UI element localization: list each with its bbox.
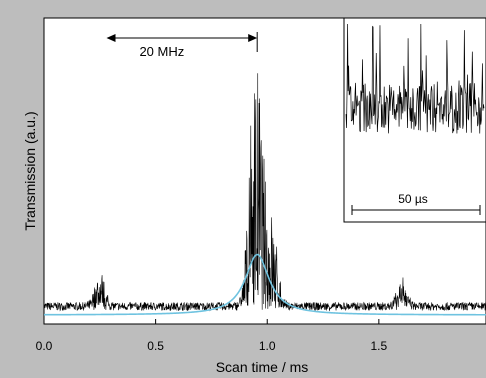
width-annotation: 20 MHz <box>106 32 258 59</box>
signal-trace <box>43 73 486 312</box>
inset-trace <box>345 23 485 134</box>
inset: 50 µs <box>343 17 486 223</box>
annotation-label: 20 MHz <box>139 44 184 59</box>
x-tick-label: 1.0 <box>259 339 276 353</box>
inset-scale-bar-label: 50 µs <box>398 192 428 206</box>
x-tick-label: 0.5 <box>147 339 164 353</box>
x-tick-label: 1.5 <box>371 339 388 353</box>
signal-trace-group <box>43 73 486 312</box>
annotation-arrow-head-left <box>106 34 116 42</box>
x-tick-label: 0.0 <box>36 339 53 353</box>
y-axis-label: Transmission (a.u.) <box>22 111 38 230</box>
x-axis-ticks: 0.0 0.5 1.0 1.5 <box>36 319 388 353</box>
lorentzian-fit-curve <box>44 253 486 316</box>
x-axis-label: Scan time / ms <box>216 359 309 375</box>
annotation-arrow-head-right <box>248 34 258 42</box>
